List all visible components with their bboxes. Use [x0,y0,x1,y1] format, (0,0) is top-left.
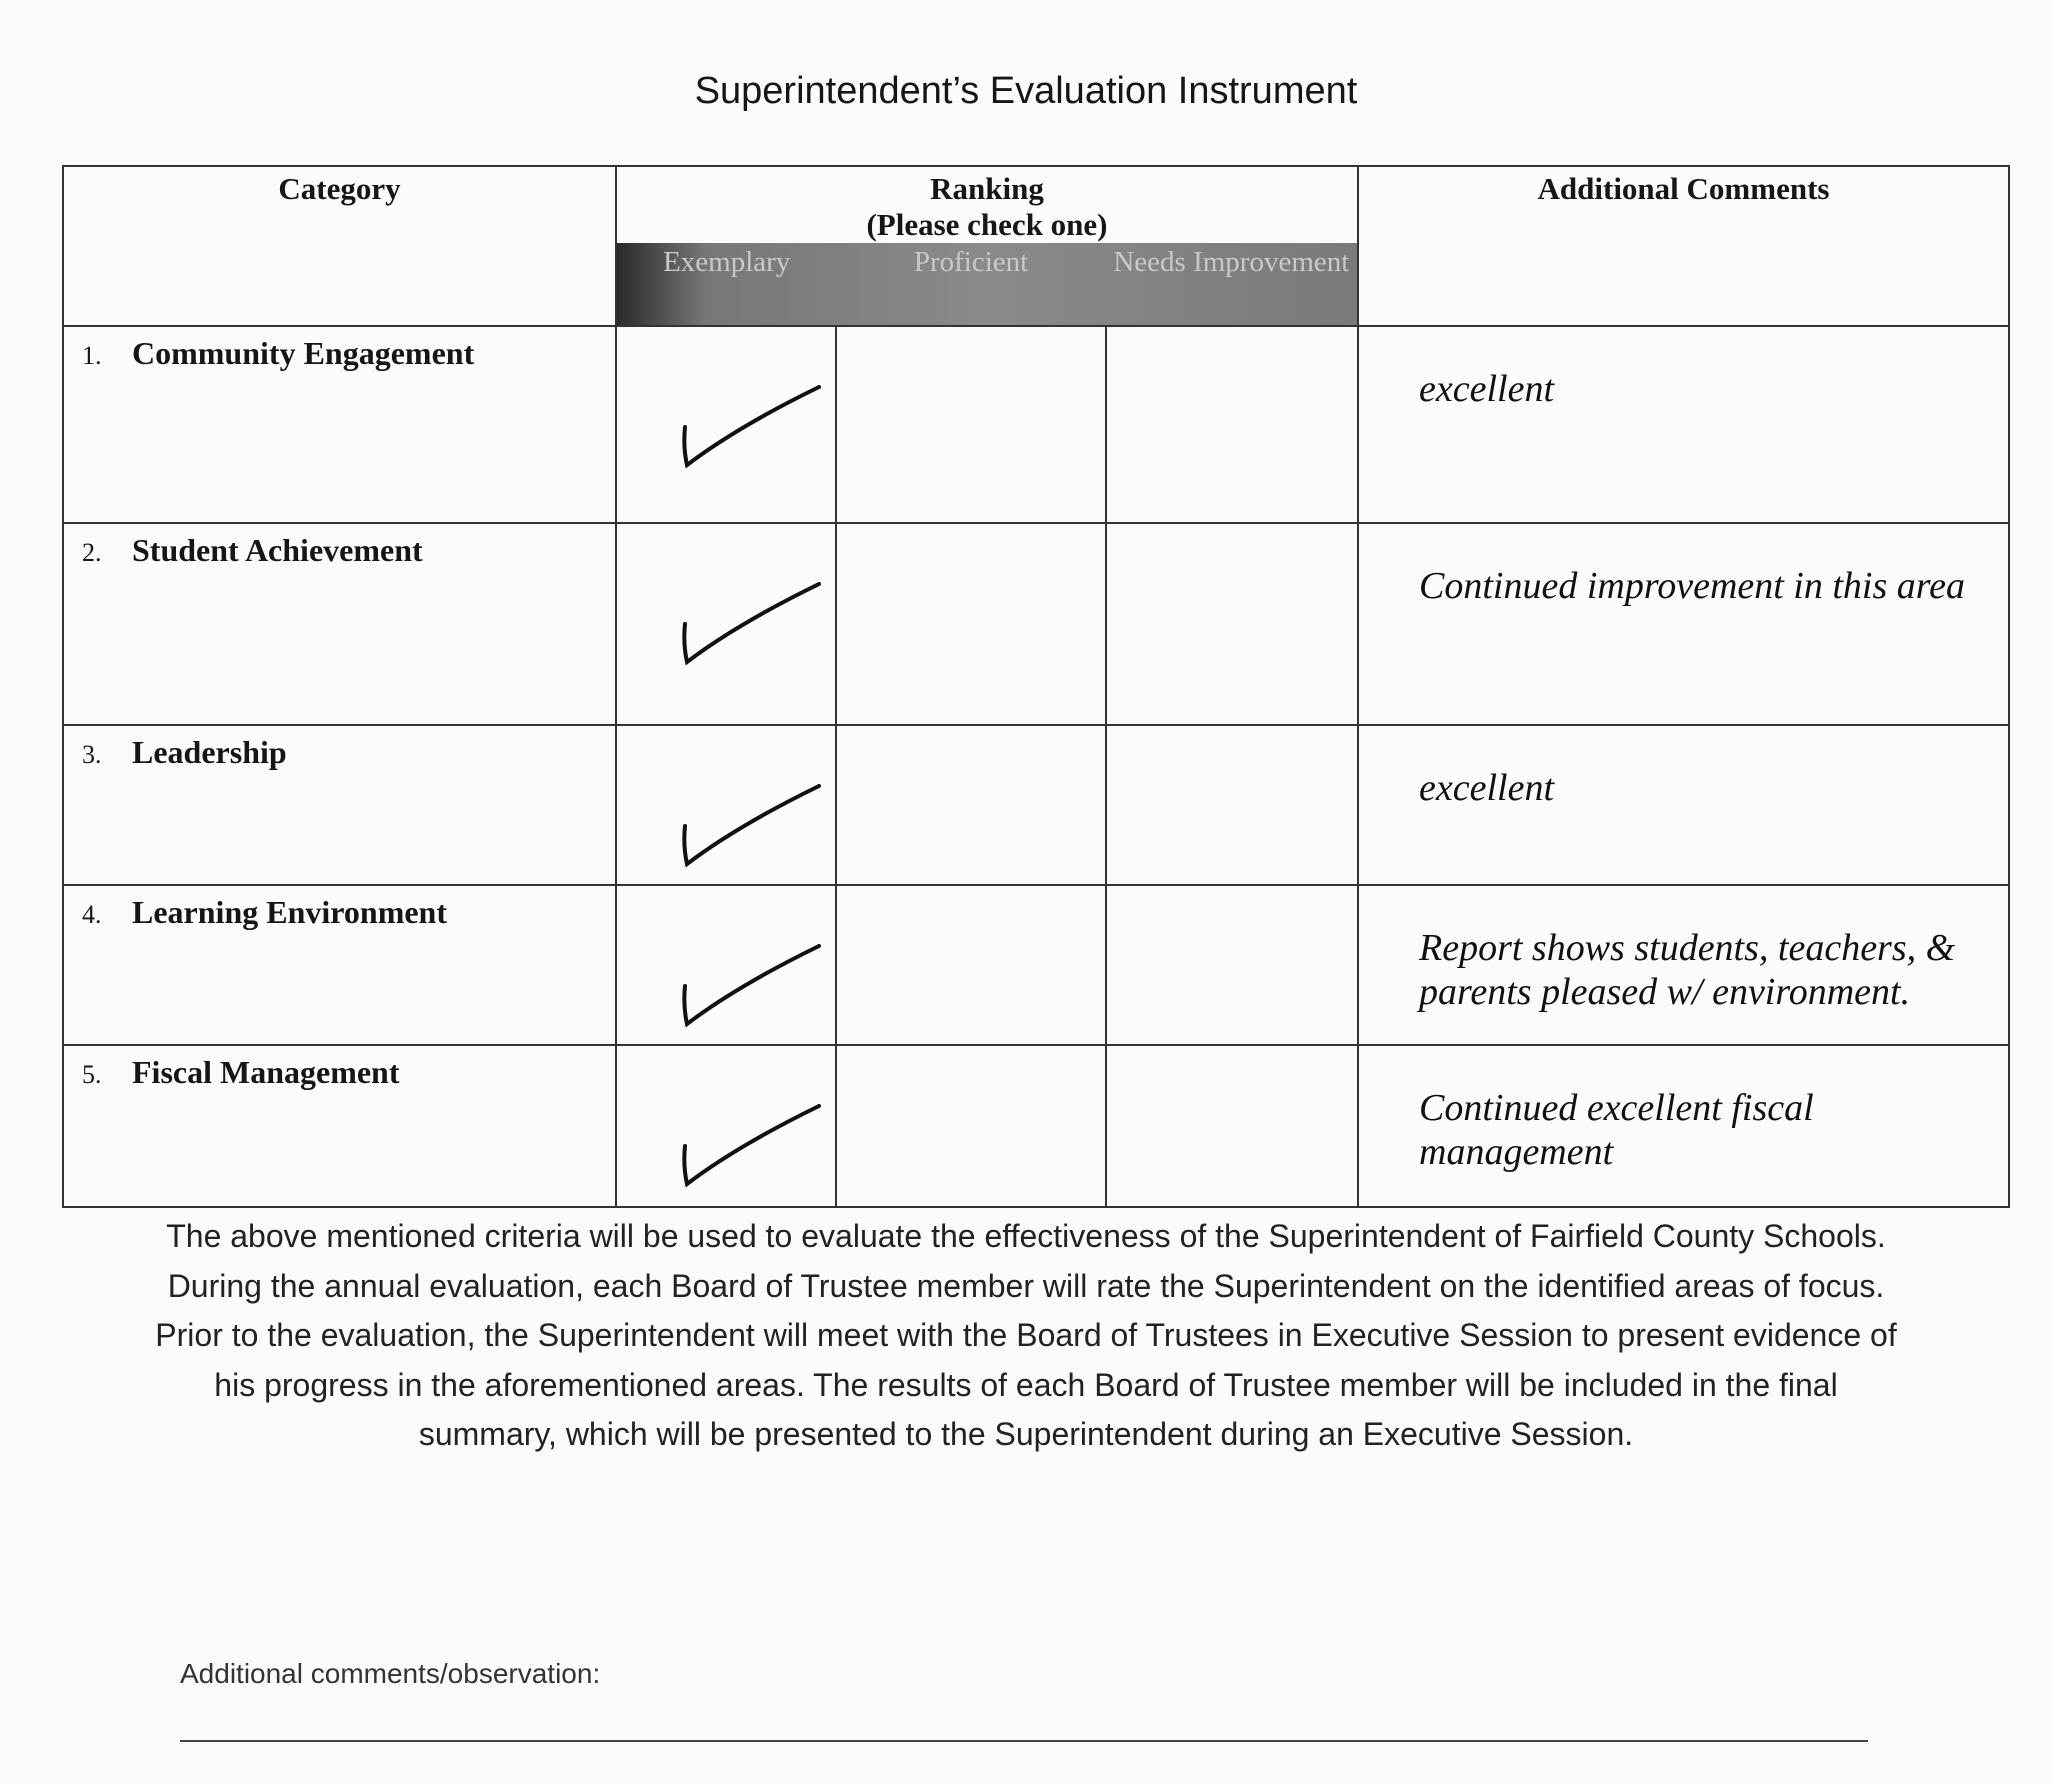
category-header-label: Category [278,171,401,206]
ranking-cell-exemplary[interactable] [615,1044,837,1208]
category-number: 3. [82,740,102,769]
category-header: Category [62,165,617,327]
table-row: 1. Community Engagement excellent [62,325,2010,524]
ranking-cell-proficient[interactable] [835,522,1107,726]
ranking-label: Ranking [930,171,1044,206]
handwritten-comment: Continued excellent fiscal management [1419,1087,1814,1173]
category-name: Fiscal Management [132,1054,400,1090]
handwritten-comment: excellent [1419,767,1555,809]
ranking-options-band: Exemplary Proficient Needs Improvement [617,243,1357,325]
checkmark-icon [682,385,821,469]
exemplary-header: Exemplary [663,246,791,278]
ranking-header: Ranking (Please check one) Exemplary Prof… [615,165,1359,327]
comment-cell[interactable]: excellent [1357,325,2010,524]
ranking-cell-needs-improvement[interactable] [1105,724,1359,886]
ranking-cell-needs-improvement[interactable] [1105,325,1359,524]
ranking-cell-needs-improvement[interactable] [1105,522,1359,726]
category-number: 1. [82,341,102,370]
ranking-cell-needs-improvement[interactable] [1105,1044,1359,1208]
category-cell: 1. Community Engagement [62,325,617,524]
additional-comments-label: Additional comments/observation: [180,1658,601,1689]
category-cell: 2. Student Achievement [62,522,617,726]
comment-cell[interactable]: excellent [1357,724,2010,886]
category-number: 4. [82,900,102,929]
category-number: 2. [82,538,102,567]
table-row: 2. Student Achievement Continued improveme… [62,522,2010,726]
comment-cell[interactable]: Continued improvement in this area [1357,522,2010,726]
proficient-header: Proficient [913,246,1029,278]
header-row: Category Ranking (Please check one) Exemp… [62,165,2010,327]
handwritten-comment: Continued improvement in this area [1419,565,1966,607]
ranking-cell-exemplary[interactable] [615,884,837,1046]
checkmark-icon [682,582,821,666]
ranking-cell-proficient[interactable] [835,884,1107,1046]
category-number: 5. [82,1060,102,1089]
category-cell: 4. Learning Environment [62,884,617,1046]
ranking-cell-needs-improvement[interactable] [1105,884,1359,1046]
table-row: 3. Leadership excellent [62,724,2010,886]
ranking-cell-exemplary[interactable] [615,522,837,726]
category-name: Learning Environment [132,894,447,930]
comments-header-label: Additional Comments [1537,171,1830,206]
ranking-note: (Please check one) [866,207,1108,242]
comments-header: Additional Comments [1357,165,2010,327]
checkmark-icon [682,944,821,1028]
handwritten-comment: excellent [1419,368,1555,410]
ranking-cell-proficient[interactable] [835,325,1107,524]
category-name: Community Engagement [132,335,475,371]
instructions-paragraph: The above mentioned criteria will be use… [155,1218,1897,1452]
comment-cell[interactable]: Report shows students, teachers, & paren… [1357,884,2010,1046]
category-cell: 3. Leadership [62,724,617,886]
needs-improvement-header: Needs Improvement [1113,246,1350,278]
table-row: 4. Learning Environment Report shows stude… [62,884,2010,1046]
comment-cell[interactable]: Continued excellent fiscal management [1357,1044,2010,1208]
ranking-cell-exemplary[interactable] [615,325,837,524]
handwritten-comment: Report shows students, teachers, & paren… [1419,927,1956,1013]
evaluation-table: Category Ranking (Please check one) Exemp… [62,165,2010,1208]
document-title: Superintendent’s Evaluation Instrument [694,70,1358,112]
category-cell: 5. Fiscal Management [62,1044,617,1208]
category-name: Leadership [132,734,287,770]
ranking-cell-proficient[interactable] [835,1044,1107,1208]
ranking-cell-proficient[interactable] [835,724,1107,886]
category-name: Student Achievement [132,532,423,568]
additional-comments-line[interactable] [180,1740,1868,1742]
checkmark-icon [682,1104,821,1188]
ranking-cell-exemplary[interactable] [615,724,837,886]
checkmark-icon [682,784,821,868]
table-row: 5. Fiscal Management Continued excellent f… [62,1044,2010,1208]
